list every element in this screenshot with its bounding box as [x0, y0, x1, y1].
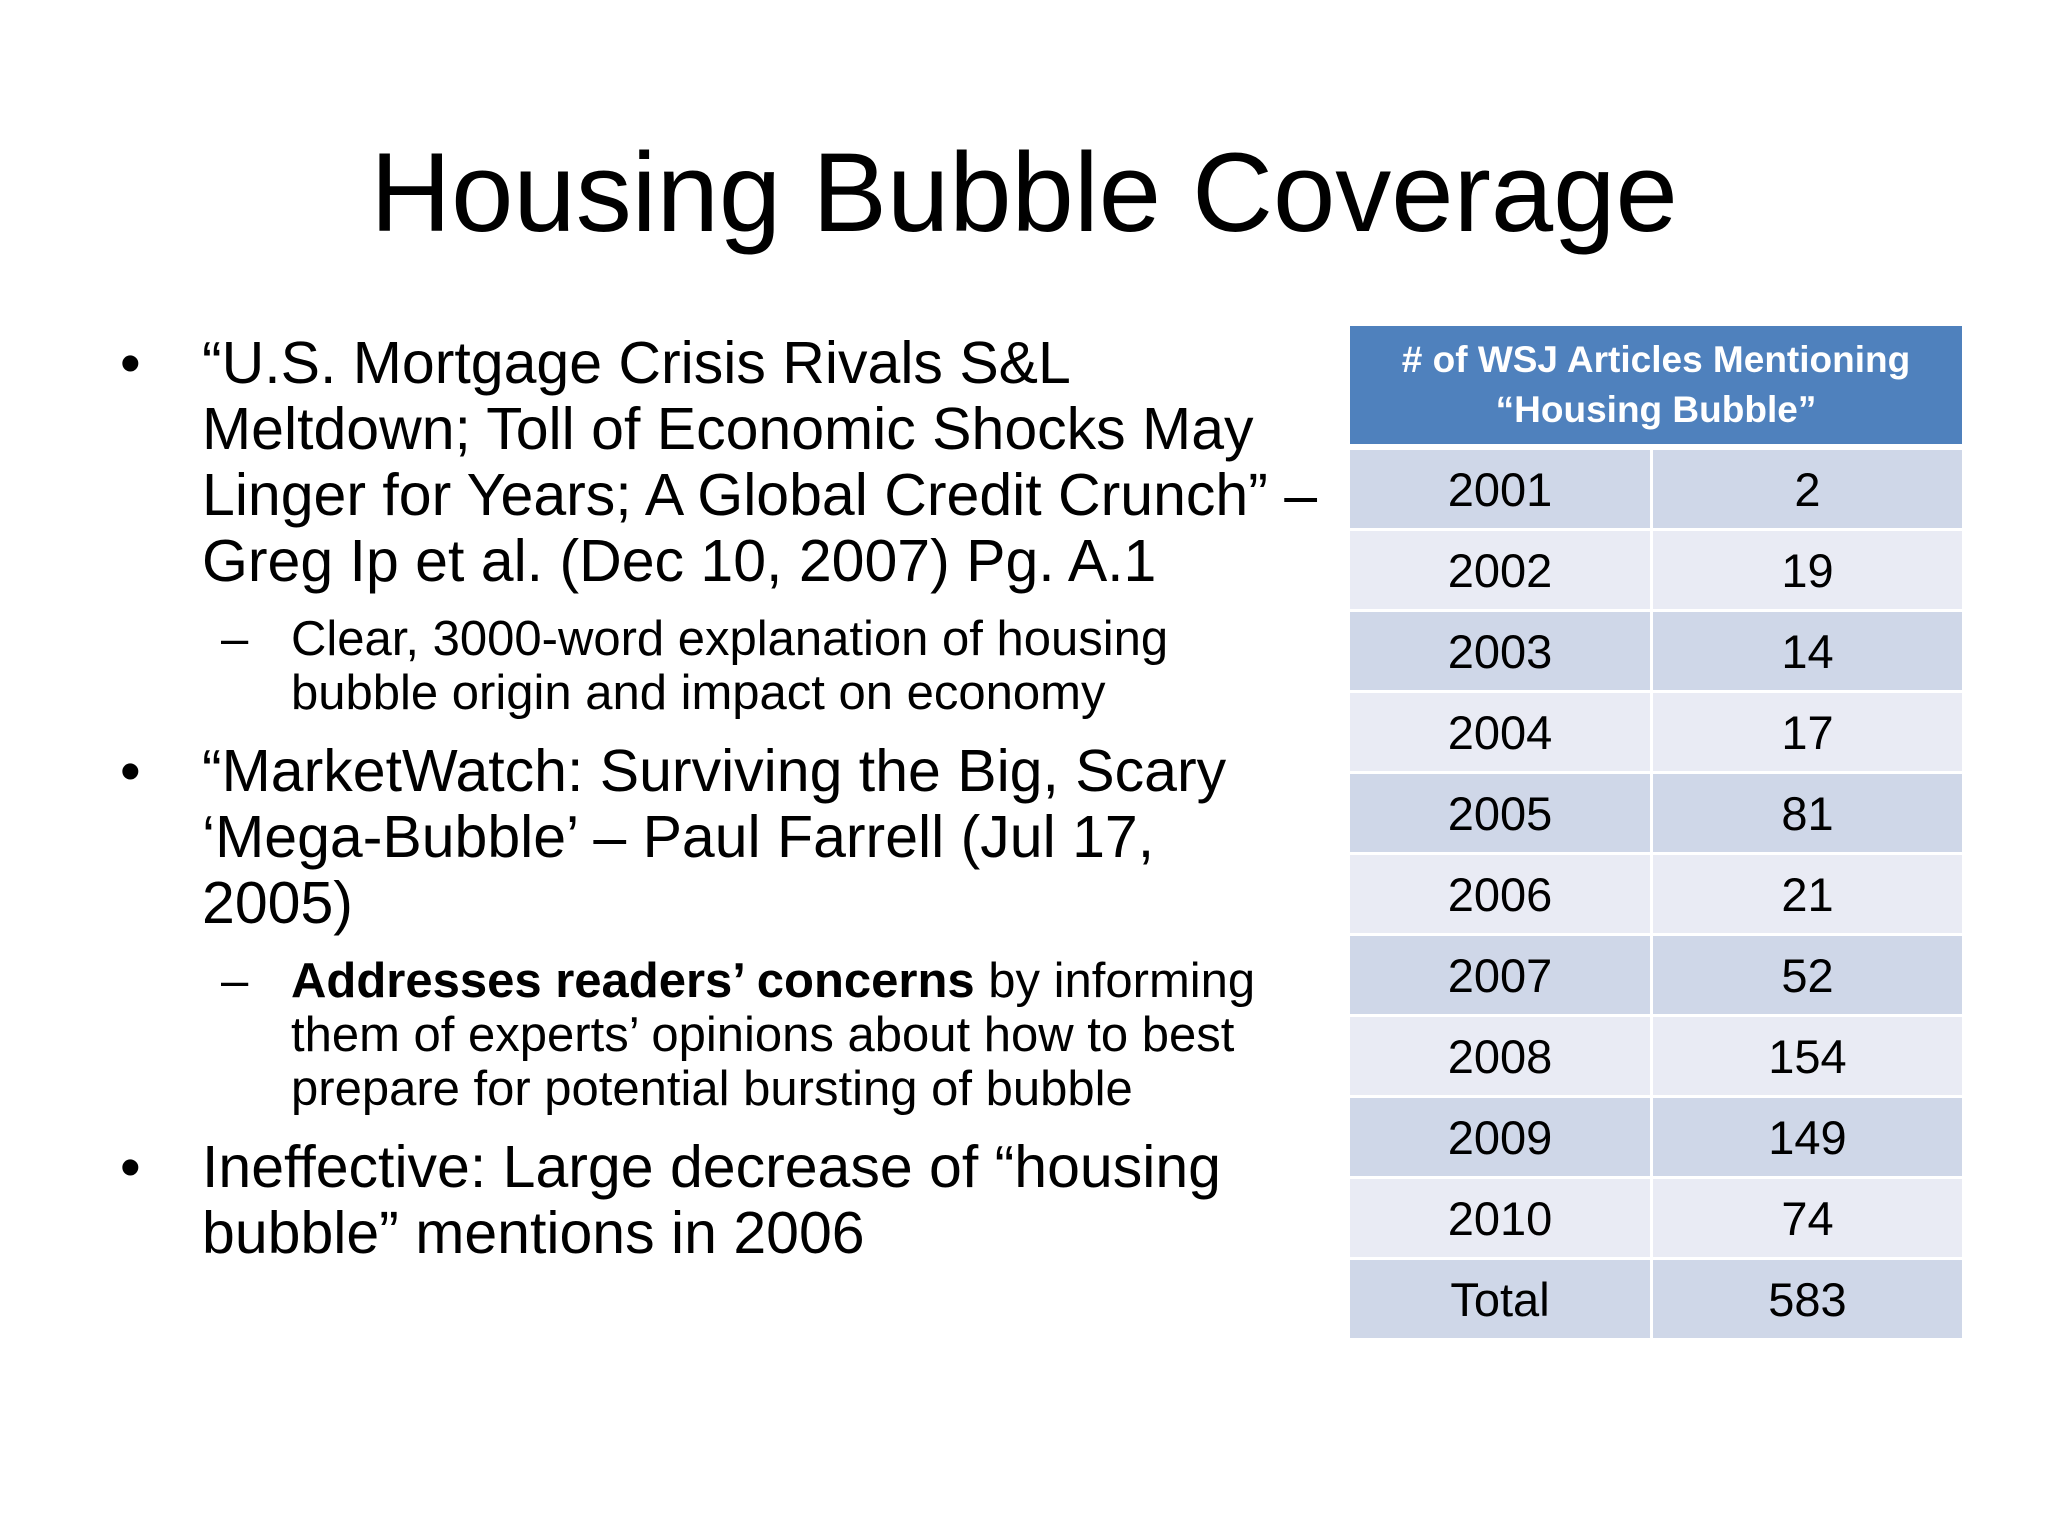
bullet-list: • “U.S. Mortgage Crisis Rivals S&L Meltd… [120, 330, 1320, 1284]
count-cell: 17 [1651, 690, 1962, 774]
table-row: 2001 2 [1350, 445, 1962, 531]
year-cell: 2002 [1350, 528, 1653, 612]
table-row: 2009 149 [1350, 1095, 1962, 1179]
year-cell: 2007 [1350, 933, 1653, 1017]
table-row: 2008 154 [1350, 1014, 1962, 1098]
count-cell: 81 [1651, 771, 1962, 855]
dash-icon: – [221, 954, 249, 1008]
bullet-item-1: • “U.S. Mortgage Crisis Rivals S&L Meltd… [120, 330, 1320, 594]
table-row: 2002 19 [1350, 528, 1962, 612]
slide-title: Housing Bubble Coverage [370, 130, 1678, 255]
count-cell: 583 [1651, 1257, 1962, 1341]
year-cell: 2010 [1350, 1176, 1653, 1260]
sub-bullet-text: Clear, 3000-word explanation of housing … [291, 612, 1169, 720]
table-row: 2004 17 [1350, 690, 1962, 774]
count-cell: 149 [1651, 1095, 1962, 1179]
year-cell: 2009 [1350, 1095, 1653, 1179]
sub-bullet-item-1: – Clear, 3000-word explanation of housin… [120, 612, 1320, 720]
table-body: 2001 2 2002 19 2003 14 2004 17 2005 81 2006 21 2007 5… [1350, 445, 1962, 1341]
count-cell: 21 [1651, 852, 1962, 936]
bullet-icon: • [120, 330, 141, 396]
year-cell: 2004 [1350, 690, 1653, 774]
bullet-text: “MarketWatch: Surviving the Big, Scary ‘… [202, 738, 1227, 936]
sub-bullet-bold-text: Addresses readers’ concerns [291, 954, 975, 1008]
count-cell: 74 [1651, 1176, 1962, 1260]
count-cell: 19 [1651, 528, 1962, 612]
sub-bullet-item-2: – Addresses readers’ concerns by informi… [120, 954, 1320, 1116]
count-cell: 14 [1651, 609, 1962, 693]
table-row: 2010 74 [1350, 1176, 1962, 1260]
bullet-icon: • [120, 738, 141, 804]
year-cell: 2001 [1350, 445, 1653, 531]
bullet-text: Ineffective: Large decrease of “housing … [202, 1134, 1221, 1266]
wsj-articles-table: # of WSJ Articles Mentioning “Housing Bu… [1350, 326, 1962, 1341]
table-row: 2005 81 [1350, 771, 1962, 855]
year-cell: 2006 [1350, 852, 1653, 936]
bullet-item-3: • Ineffective: Large decrease of “housin… [120, 1134, 1320, 1266]
sub-bullet-text: by informing them of experts’ opinions a… [291, 954, 1256, 1116]
dash-icon: – [221, 612, 249, 666]
table-row: 2003 14 [1350, 609, 1962, 693]
table-header: # of WSJ Articles Mentioning “Housing Bu… [1350, 326, 1962, 450]
count-cell: 154 [1651, 1014, 1962, 1098]
bullet-icon: • [120, 1134, 141, 1200]
count-cell: 52 [1651, 933, 1962, 1017]
bullet-item-2: • “MarketWatch: Surviving the Big, Scary… [120, 738, 1320, 936]
table-row: Total 583 [1350, 1257, 1962, 1341]
bullet-text: “U.S. Mortgage Crisis Rivals S&L Meltdow… [202, 330, 1318, 594]
table-row: 2006 21 [1350, 852, 1962, 936]
table-row: 2007 52 [1350, 933, 1962, 1017]
count-cell: 2 [1651, 445, 1962, 531]
year-cell: 2003 [1350, 609, 1653, 693]
year-cell: Total [1350, 1257, 1653, 1341]
year-cell: 2005 [1350, 771, 1653, 855]
year-cell: 2008 [1350, 1014, 1653, 1098]
